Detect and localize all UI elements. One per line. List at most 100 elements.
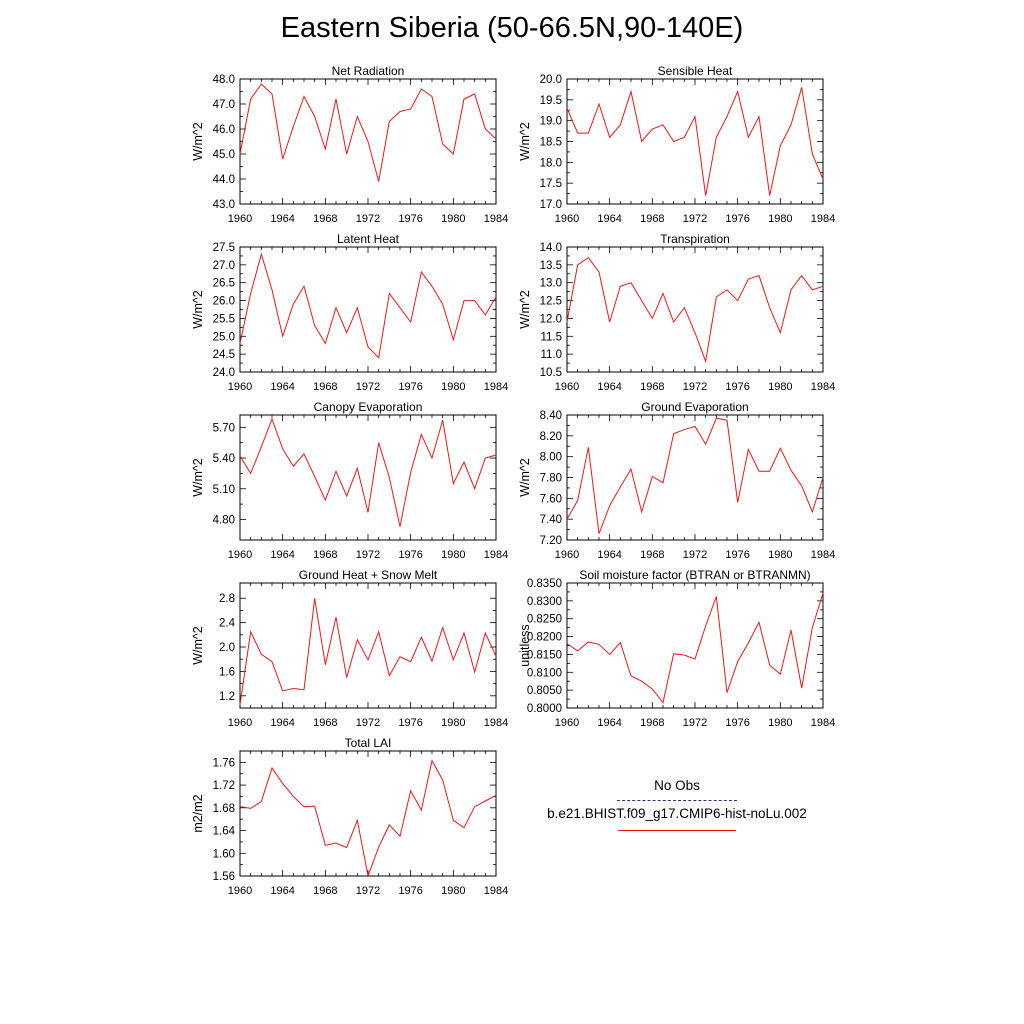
y-tick-label: 13.0 — [540, 278, 562, 290]
y-tick-label: 7.20 — [540, 535, 562, 547]
x-tick-label: 1984 — [811, 381, 835, 393]
plot-frame — [566, 246, 824, 373]
y-tick-label: 12.5 — [540, 296, 562, 308]
y-tick-label: 8.20 — [540, 431, 562, 443]
panel-title: Total LAI — [345, 736, 392, 750]
y-axis-label: W/m^2 — [518, 290, 532, 329]
plot-frame — [566, 78, 824, 205]
y-tick-label: 44.0 — [213, 174, 235, 186]
x-tick-label: 1968 — [640, 213, 664, 225]
plot-frame — [239, 750, 497, 877]
y-tick-label: 14.0 — [540, 242, 562, 254]
panel-title: Net Radiation — [332, 64, 405, 78]
y-axis-label: W/m^2 — [191, 290, 205, 329]
y-axis-label: m2/m2 — [191, 794, 205, 832]
y-tick-label: 20.0 — [540, 74, 562, 86]
y-tick-label: 1.60 — [213, 848, 235, 860]
x-tick-label: 1964 — [597, 213, 621, 225]
series-line-model — [239, 417, 497, 527]
x-tick-label: 1976 — [398, 717, 422, 729]
chart-panel-5: 1960 1964 1968 1972 1976 1980 1984 4.80 5.10 5.40… — [191, 400, 508, 561]
y-tick-label: 1.2 — [219, 691, 235, 703]
y-axis-label: unitless — [518, 624, 532, 666]
y-tick-label: 13.5 — [540, 260, 562, 272]
x-tick-label: 1968 — [313, 885, 337, 897]
panel-title: Sensible Heat — [658, 64, 733, 78]
x-tick-label: 1960 — [555, 213, 579, 225]
x-tick-label: 1968 — [313, 549, 337, 561]
x-tick-label: 1964 — [597, 717, 621, 729]
panel-title: Transpiration — [660, 232, 730, 246]
y-tick-label: 25.5 — [213, 313, 235, 325]
x-tick-label: 1960 — [228, 549, 252, 561]
x-tick-label: 1976 — [725, 549, 749, 561]
x-tick-label: 1976 — [725, 717, 749, 729]
y-tick-label: 10.5 — [540, 367, 562, 379]
x-tick-label: 1984 — [484, 381, 508, 393]
panel-title: Canopy Evaporation — [314, 400, 423, 414]
y-tick-label: 0.8300 — [527, 596, 562, 608]
x-tick-label: 1968 — [313, 381, 337, 393]
x-tick-label: 1960 — [555, 717, 579, 729]
chart-panel-1: 1960 1964 1968 1972 1976 1980 1984 43.0 44.0 45.0… — [191, 64, 508, 225]
x-tick-label: 1976 — [725, 381, 749, 393]
y-axis-label: W/m^2 — [191, 122, 205, 161]
y-tick-label: 11.5 — [540, 331, 562, 343]
figure-title: Eastern Siberia (50-66.5N,90-140E) — [280, 12, 744, 44]
x-tick-label: 1972 — [683, 213, 707, 225]
y-tick-label: 0.8000 — [527, 703, 562, 715]
plot-frame — [566, 582, 824, 709]
x-tick-label: 1960 — [228, 213, 252, 225]
x-tick-label: 1968 — [640, 549, 664, 561]
y-axis-label: W/m^2 — [518, 458, 532, 497]
y-tick-label: 48.0 — [213, 74, 235, 86]
x-tick-label: 1972 — [683, 717, 707, 729]
plot-frame — [239, 582, 497, 709]
x-tick-label: 1960 — [228, 717, 252, 729]
x-tick-label: 1960 — [555, 549, 579, 561]
chart-panel-8: 1960 1964 1968 1972 1976 1980 1984 0.8000 0.8050… — [518, 568, 835, 729]
y-tick-label: 1.72 — [213, 780, 235, 792]
x-tick-label: 1972 — [356, 549, 380, 561]
x-tick-label: 1964 — [597, 549, 621, 561]
x-tick-label: 1968 — [313, 717, 337, 729]
y-tick-label: 7.40 — [540, 514, 562, 526]
x-tick-label: 1980 — [768, 213, 792, 225]
y-tick-label: 5.40 — [213, 453, 235, 465]
y-tick-label: 7.60 — [540, 493, 562, 505]
x-tick-label: 1964 — [270, 549, 294, 561]
series-line-model — [566, 87, 824, 196]
y-tick-label: 18.5 — [540, 137, 562, 149]
x-tick-label: 1976 — [398, 213, 422, 225]
x-tick-label: 1980 — [441, 213, 465, 225]
y-tick-label: 0.8100 — [527, 667, 562, 679]
chart-panel-3: 1960 1964 1968 1972 1976 1980 1984 24.0 24.5 25.0… — [191, 232, 508, 393]
x-tick-label: 1964 — [270, 885, 294, 897]
legend-model-line — [618, 830, 736, 831]
y-tick-label: 5.70 — [213, 422, 235, 434]
legend-obs-label: No Obs — [654, 778, 700, 793]
x-tick-label: 1976 — [398, 549, 422, 561]
x-tick-label: 1980 — [768, 717, 792, 729]
y-axis-label: W/m^2 — [191, 458, 205, 497]
x-tick-label: 1984 — [811, 549, 835, 561]
y-tick-label: 1.68 — [213, 803, 235, 815]
x-tick-label: 1964 — [270, 381, 294, 393]
x-tick-label: 1968 — [640, 717, 664, 729]
y-tick-label: 27.0 — [213, 260, 235, 272]
y-tick-label: 0.8200 — [527, 632, 562, 644]
series-line-model — [566, 592, 824, 704]
x-tick-label: 1964 — [270, 717, 294, 729]
legend-model-label: b.e21.BHIST.f09_g17.CMIP6-hist-noLu.002 — [547, 806, 807, 821]
chart-panel-9: 1960 1964 1968 1972 1976 1980 1984 1.56 1.60 1.64… — [191, 736, 508, 897]
x-tick-label: 1968 — [313, 213, 337, 225]
y-tick-label: 7.80 — [540, 473, 562, 485]
panel-title: Ground Evaporation — [641, 400, 748, 414]
x-tick-label: 1980 — [441, 885, 465, 897]
x-tick-label: 1976 — [398, 885, 422, 897]
y-tick-label: 2.4 — [219, 618, 236, 630]
x-tick-label: 1960 — [228, 381, 252, 393]
x-tick-label: 1972 — [356, 717, 380, 729]
x-tick-label: 1980 — [441, 549, 465, 561]
